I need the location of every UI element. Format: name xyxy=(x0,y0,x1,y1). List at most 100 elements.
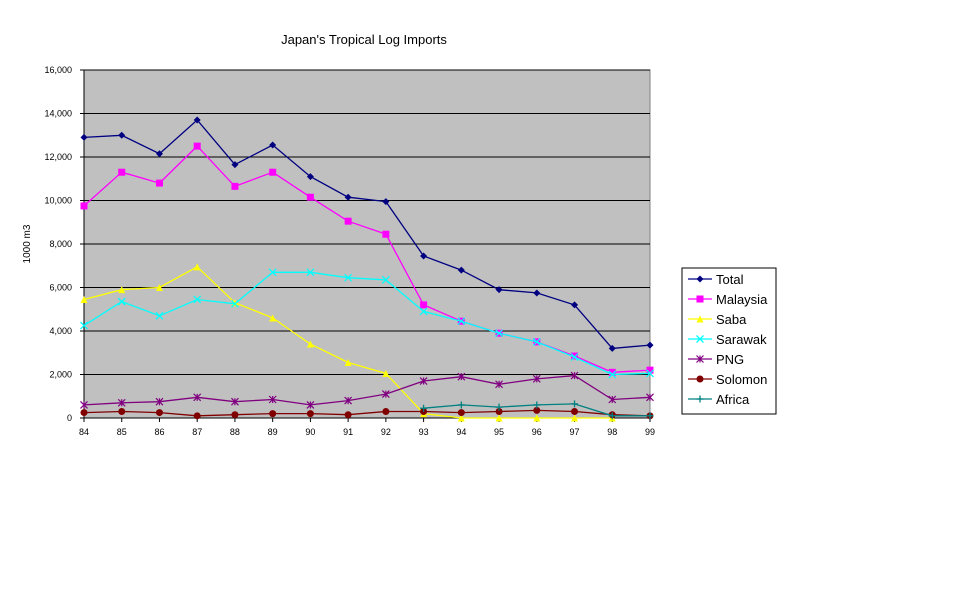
legend-label-png: PNG xyxy=(716,352,744,367)
data-point-total xyxy=(306,173,314,181)
data-point-solomon xyxy=(118,407,126,415)
data-point-png xyxy=(419,377,428,385)
data-point-sarawak xyxy=(570,353,579,362)
legend-label-total: Total xyxy=(716,272,744,287)
data-point-solomon xyxy=(193,412,201,420)
legend-marker-png xyxy=(696,355,704,363)
x-tick-label: 84 xyxy=(79,427,89,437)
data-point-malaysia xyxy=(646,366,654,374)
data-point-solomon xyxy=(80,409,88,417)
data-point-malaysia xyxy=(382,230,390,238)
data-point-total xyxy=(457,266,465,274)
data-point-png xyxy=(268,395,277,404)
data-point-png xyxy=(306,401,315,409)
data-point-total xyxy=(344,193,352,201)
data-point-sarawak xyxy=(193,295,202,304)
data-point-png xyxy=(193,393,202,402)
data-point-png xyxy=(344,396,353,405)
data-point-png xyxy=(570,371,579,380)
data-point-total xyxy=(231,161,239,169)
plot-area: 0 2,000 4,000 6,000 8,000 10,000 12,000 14,000 1… xyxy=(44,65,655,437)
data-point-png xyxy=(231,397,239,406)
legend-marker-malaysia xyxy=(696,295,704,303)
data-point-sarawak xyxy=(457,317,466,326)
data-point-total xyxy=(495,286,503,294)
data-point-saba xyxy=(118,286,126,294)
data-point-malaysia xyxy=(155,179,163,187)
data-point-solomon xyxy=(306,410,314,418)
data-point-total xyxy=(193,116,201,124)
legend: Total Malaysia Saba Sarawak PNG Solomon Africa xyxy=(681,267,777,415)
x-tick-label: 90 xyxy=(305,427,315,437)
y-tick-label: 6,000 xyxy=(49,283,72,293)
data-point-saba xyxy=(155,284,163,291)
data-point-solomon xyxy=(457,409,465,417)
y-tick-label: 12,000 xyxy=(44,152,72,162)
data-point-africa xyxy=(646,412,654,420)
x-tick-label: 98 xyxy=(607,427,617,437)
data-point-total xyxy=(571,301,579,309)
x-tick-label: 88 xyxy=(230,427,240,437)
x-tick-label: 92 xyxy=(381,427,391,437)
data-point-saba xyxy=(533,414,541,422)
data-point-sarawak xyxy=(268,268,277,277)
data-point-saba xyxy=(344,359,352,367)
data-point-africa xyxy=(457,401,465,409)
data-point-total xyxy=(533,289,541,297)
data-point-sarawak xyxy=(532,337,541,346)
data-point-malaysia xyxy=(269,168,277,176)
data-point-saba xyxy=(80,295,88,303)
data-point-saba xyxy=(382,369,390,377)
data-point-png xyxy=(155,397,164,406)
data-point-total xyxy=(269,141,277,149)
data-point-saba xyxy=(269,314,277,322)
data-point-solomon xyxy=(495,407,503,415)
data-point-solomon xyxy=(155,409,163,417)
data-point-total xyxy=(118,131,126,139)
x-tick-label: 99 xyxy=(645,427,655,437)
series-line-total xyxy=(83,119,651,350)
data-point-malaysia xyxy=(306,193,314,201)
data-point-saba xyxy=(571,414,579,422)
data-point-png xyxy=(646,393,654,402)
data-point-solomon xyxy=(231,411,239,419)
data-point-png xyxy=(457,372,466,381)
legend-marker-solomon xyxy=(696,375,704,383)
y-tick-label: 16,000 xyxy=(44,65,72,75)
data-point-africa xyxy=(420,404,428,412)
data-point-total xyxy=(646,341,654,349)
legend-label-malaysia: Malaysia xyxy=(716,292,768,307)
y-tick-label: 0 xyxy=(67,413,72,423)
series-line-png xyxy=(83,374,651,406)
data-point-sarawak xyxy=(419,307,428,316)
x-tick-label: 94 xyxy=(456,427,466,437)
data-point-sarawak xyxy=(80,321,88,330)
series-sarawak xyxy=(80,268,654,379)
data-point-total xyxy=(420,252,428,260)
data-point-total xyxy=(382,198,390,206)
data-point-africa xyxy=(608,412,616,420)
data-point-solomon xyxy=(382,407,390,415)
data-point-malaysia xyxy=(608,368,616,376)
x-tick-label: 97 xyxy=(570,427,580,437)
y-tick-label: 8,000 xyxy=(49,239,72,249)
data-point-africa xyxy=(533,401,541,409)
legend-marker-saba xyxy=(696,315,704,323)
data-point-solomon xyxy=(269,410,277,418)
legend-marker-total xyxy=(696,275,704,283)
data-point-sarawak xyxy=(608,370,617,379)
data-point-saba xyxy=(495,414,503,422)
y-tick-label: 10,000 xyxy=(44,196,72,206)
data-point-solomon xyxy=(533,406,541,414)
data-point-malaysia xyxy=(231,182,239,190)
data-point-sarawak xyxy=(495,329,504,338)
data-point-malaysia xyxy=(80,202,88,210)
series-africa xyxy=(420,400,654,420)
data-point-saba xyxy=(193,263,201,271)
data-point-sarawak xyxy=(230,299,239,308)
data-point-africa xyxy=(571,400,579,408)
data-point-total xyxy=(80,133,88,141)
data-point-sarawak xyxy=(344,273,353,282)
series-line-sarawak xyxy=(83,271,651,376)
